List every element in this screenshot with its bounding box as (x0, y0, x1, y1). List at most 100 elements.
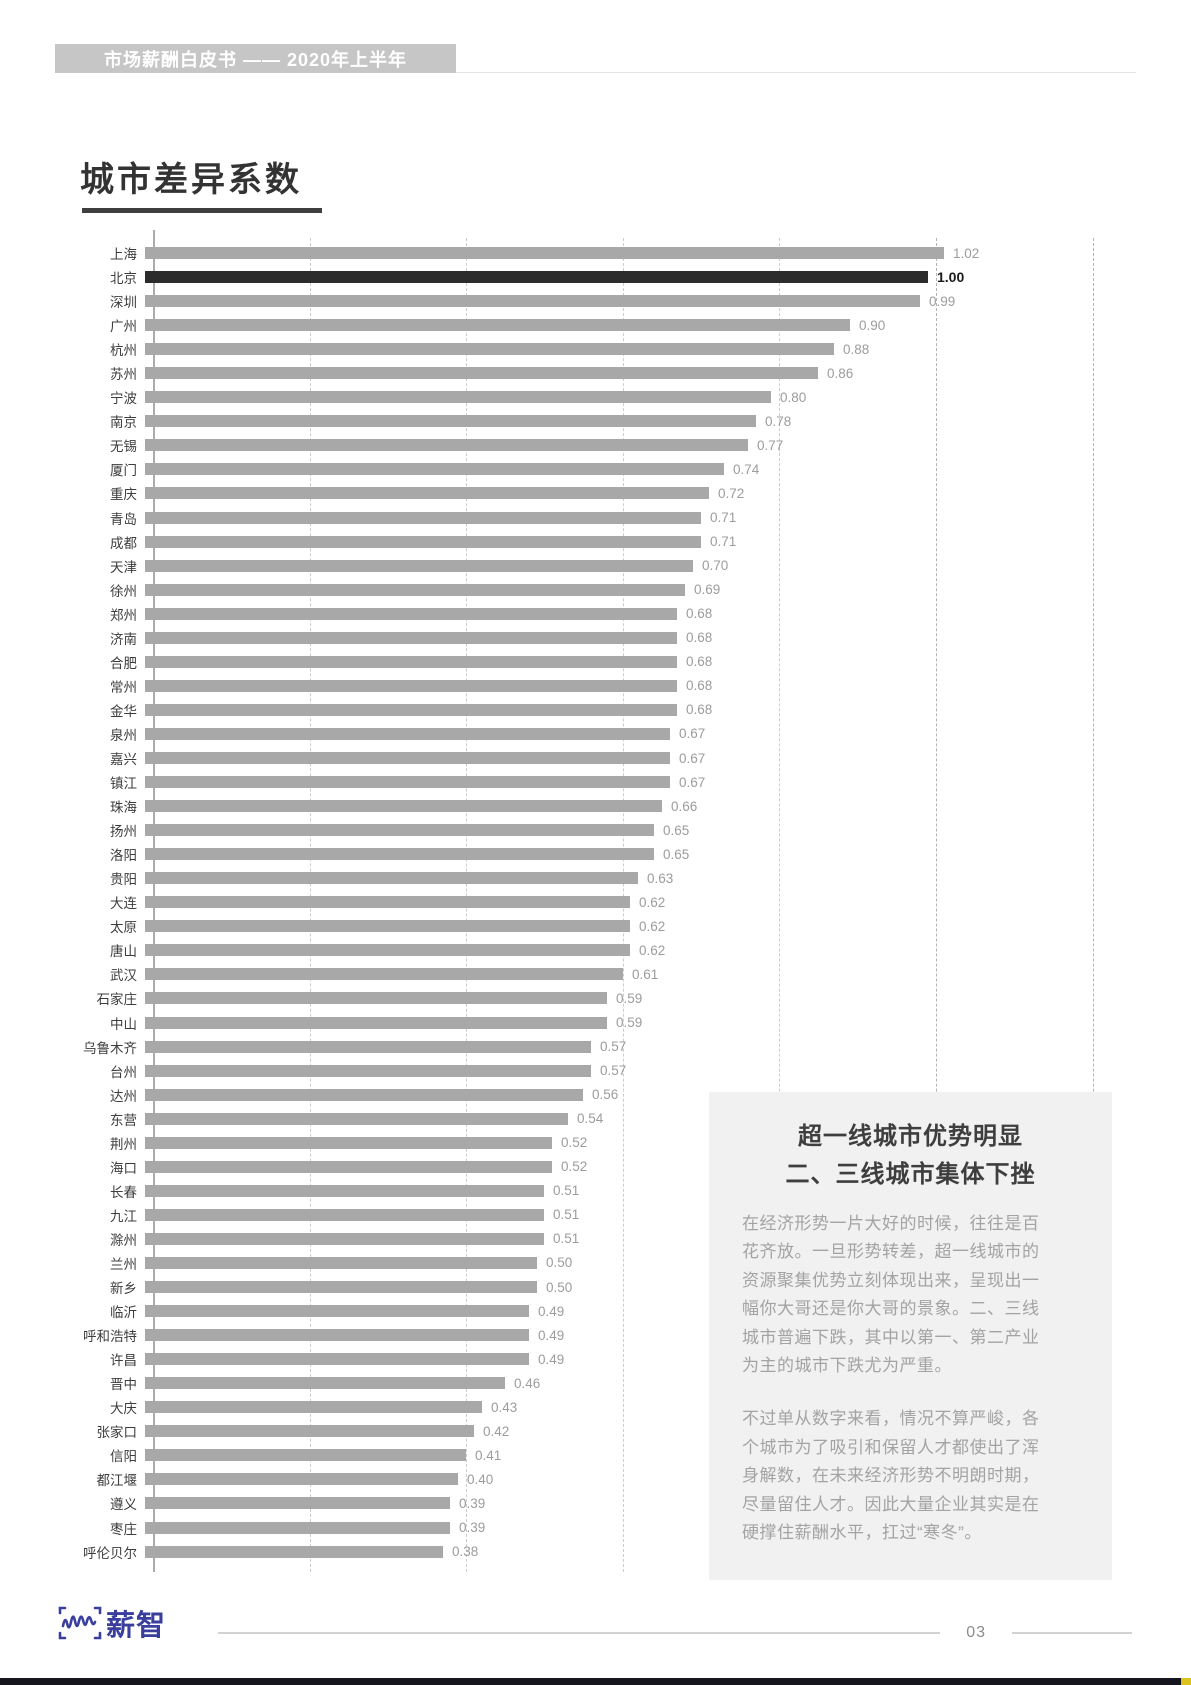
bar-row-46: 呼和浩特 0.49 (0, 1323, 1191, 1347)
bar-label: 荆州 (110, 1136, 137, 1152)
bar-row-11: 重庆 0.72 (0, 481, 1191, 505)
bar-row-16: 郑州 0.68 (0, 602, 1191, 626)
bar-value: 0.51 (553, 1207, 580, 1223)
bar-label: 晋中 (110, 1377, 137, 1393)
bar (145, 1136, 552, 1149)
bar-value: 0.52 (561, 1135, 588, 1151)
bar-row-2: 北京 1.00 (0, 265, 1191, 289)
bar-row-55: 呼伦贝尔 0.38 (0, 1540, 1191, 1564)
bar-row-4: 广州 0.90 (0, 313, 1191, 337)
bar-row-43: 兰州 0.50 (0, 1251, 1191, 1275)
bar-value: 0.51 (553, 1183, 580, 1199)
bar-value: 0.65 (663, 822, 690, 838)
bar-row-7: 宁波 0.80 (0, 385, 1191, 409)
bar-value: 0.77 (757, 437, 784, 453)
bar-value: 0.68 (686, 678, 713, 694)
bar-value: 0.43 (491, 1399, 518, 1415)
bar-label: 宁波 (110, 391, 137, 407)
bar-row-9: 无锡 0.77 (0, 433, 1191, 457)
bar-value: 0.50 (546, 1255, 573, 1271)
bar-value: 0.68 (686, 702, 713, 718)
bar-row-25: 扬州 0.65 (0, 818, 1191, 842)
bar-value: 0.57 (600, 1063, 627, 1079)
bar-label: 中山 (110, 1016, 137, 1032)
bar-label: 金华 (110, 703, 137, 719)
bar-row-39: 海口 0.52 (0, 1155, 1191, 1179)
bar (145, 1040, 591, 1053)
callout-title-line2: 二、三线城市集体下挫 (785, 1161, 1036, 1188)
bar-value: 0.41 (475, 1447, 502, 1463)
bar-value: 0.69 (694, 582, 721, 598)
bar (145, 319, 850, 332)
bar-label: 北京 (110, 271, 137, 287)
bar (145, 511, 701, 524)
bar-label: 都江堰 (96, 1473, 138, 1489)
bar-value: 0.67 (679, 750, 706, 766)
bar-row-49: 大庆 0.43 (0, 1395, 1191, 1419)
bar (145, 1208, 544, 1221)
bar-label: 郑州 (110, 607, 137, 623)
bar-label: 扬州 (110, 824, 137, 840)
bar-label: 海口 (110, 1160, 137, 1176)
bar-value: 0.68 (686, 606, 713, 622)
bar (145, 968, 623, 981)
bar (145, 776, 670, 789)
bar-label: 徐州 (110, 583, 137, 599)
bar-label: 临沂 (110, 1305, 137, 1321)
bar-value: 0.40 (467, 1471, 494, 1487)
bar (145, 1256, 537, 1269)
bar-value: 0.62 (639, 918, 666, 934)
bar-row-54: 枣庄 0.39 (0, 1515, 1191, 1539)
bar-label: 厦门 (110, 463, 137, 479)
bar-value: 0.63 (647, 870, 674, 886)
bar (145, 1281, 537, 1294)
bar-row-34: 乌鲁木齐 0.57 (0, 1035, 1191, 1059)
bar-label: 许昌 (110, 1353, 137, 1369)
bar-row-42: 滁州 0.51 (0, 1227, 1191, 1251)
bar-row-18: 合肥 0.68 (0, 650, 1191, 674)
bar-value: 0.62 (639, 894, 666, 910)
bar-label: 达州 (110, 1088, 137, 1104)
bar-value: 0.88 (843, 341, 870, 357)
bar-row-22: 嘉兴 0.67 (0, 746, 1191, 770)
bar-label: 重庆 (110, 487, 137, 503)
bar (145, 1377, 505, 1390)
bar-row-14: 天津 0.70 (0, 554, 1191, 578)
bar-label: 大连 (110, 896, 137, 912)
bar-row-44: 新乡 0.50 (0, 1275, 1191, 1299)
bar-row-26: 洛阳 0.65 (0, 842, 1191, 866)
bar-value: 0.67 (679, 774, 706, 790)
bar-value: 0.71 (710, 510, 737, 526)
bar-label: 台州 (110, 1064, 137, 1080)
bar-value: 0.78 (765, 413, 792, 429)
bar-row-47: 许昌 0.49 (0, 1347, 1191, 1371)
bar-label: 兰州 (110, 1256, 137, 1272)
bar (145, 1497, 450, 1510)
bar-row-20: 金华 0.68 (0, 698, 1191, 722)
brand-logo: 薪智 (58, 1602, 166, 1644)
bar-row-23: 镇江 0.67 (0, 770, 1191, 794)
bar-value: 0.51 (553, 1231, 580, 1247)
bar-row-13: 成都 0.71 (0, 530, 1191, 554)
callout-title-line1: 超一线城市优势明显 (798, 1123, 1023, 1150)
bar-row-12: 青岛 0.71 (0, 506, 1191, 530)
bar (145, 727, 670, 740)
bar-label: 石家庄 (96, 992, 138, 1008)
bar-row-48: 晋中 0.46 (0, 1371, 1191, 1395)
bar-row-6: 苏州 0.86 (0, 361, 1191, 385)
bar-value: 0.71 (710, 534, 737, 550)
bar-row-36: 达州 0.56 (0, 1083, 1191, 1107)
bar (145, 463, 724, 476)
bar-label: 深圳 (110, 295, 137, 311)
bar-value: 0.49 (538, 1327, 565, 1343)
bar-row-3: 深圳 0.99 (0, 289, 1191, 313)
bar-row-28: 大连 0.62 (0, 890, 1191, 914)
bar-row-30: 唐山 0.62 (0, 938, 1191, 962)
bar (145, 1064, 591, 1077)
page-title: 城市差异系数 (80, 161, 302, 199)
bar-label: 唐山 (110, 944, 137, 960)
bar (145, 1425, 474, 1438)
bar-label: 珠海 (110, 800, 137, 816)
bar (145, 1353, 529, 1366)
bar-label: 常州 (110, 679, 137, 695)
